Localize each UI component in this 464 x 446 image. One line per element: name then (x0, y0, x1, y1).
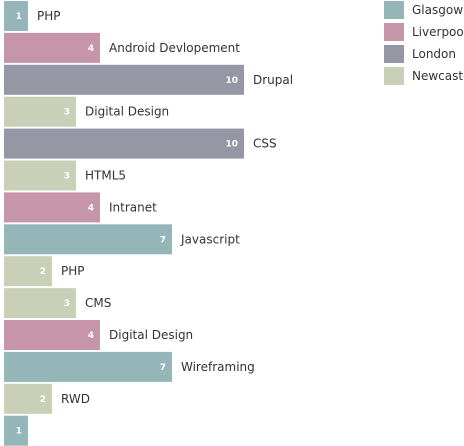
bar (4, 320, 100, 350)
bar-value-label: 1 (16, 427, 22, 437)
bar (4, 64, 244, 95)
bar-row: 3 Digital Design (4, 96, 169, 127)
bar (4, 96, 76, 127)
bar (4, 415, 28, 446)
bar-value-label: 4 (88, 331, 94, 341)
legend-item: Liverpool (384, 23, 464, 41)
bar-category-label: PHP (61, 264, 85, 278)
bar-row: 7 Wireframing (4, 351, 255, 382)
bar (4, 192, 100, 223)
legend-label: Liverpool (412, 25, 464, 39)
bar (4, 128, 244, 159)
bar-value-label: 7 (160, 235, 166, 245)
bar-category-label: Digital Design (85, 105, 169, 119)
bar-row: 3 CMS (4, 288, 111, 319)
bar-value-label: 2 (40, 267, 46, 277)
bar-category-label: Wireframing (181, 360, 255, 374)
bar-value-label: 10 (225, 140, 238, 150)
bar-row: 3 HTML5 (4, 160, 126, 191)
bars-group: 1 PHP 4 Android Devlopement 10 Drupal 3 Digital… (4, 1, 293, 446)
bar-value-label: 3 (64, 108, 70, 118)
bar-category-label: CMS (85, 296, 111, 310)
bar-value-label: 2 (40, 395, 46, 405)
bar-category-label: Intranet (109, 200, 157, 214)
bar-row: 1 (4, 415, 28, 446)
bar-row: 7 Javascript (4, 224, 240, 255)
legend-item: Newcaste (384, 67, 464, 85)
bar-value-label: 4 (88, 44, 94, 54)
legend: Glasgow Liverpool London Newcaste (384, 1, 464, 85)
bar-row: 4 Intranet (4, 192, 157, 223)
bar (4, 224, 172, 255)
bar-row: 2 PHP (4, 256, 85, 287)
bar-value-label: 1 (16, 12, 22, 22)
legend-label: Newcaste (412, 69, 464, 83)
bar-category-label: PHP (37, 9, 61, 23)
bar-category-label: HTML5 (85, 169, 126, 183)
legend-item: London (384, 45, 456, 63)
bar-value-label: 3 (64, 299, 70, 309)
legend-swatch (384, 1, 404, 19)
bar-row: 4 Android Devlopement (4, 32, 240, 63)
bar-category-label: RWD (61, 392, 90, 406)
legend-item: Glasgow (384, 1, 463, 19)
bar-value-label: 4 (88, 203, 94, 213)
bar-value-label: 10 (225, 76, 238, 86)
bar-category-label: Drupal (253, 73, 293, 87)
bar-row: 10 Drupal (4, 64, 293, 95)
bar-category-label: Android Devlopement (109, 41, 240, 55)
bar-value-label: 7 (160, 363, 166, 373)
bar (4, 32, 100, 63)
bar-row: 4 Digital Design (4, 320, 193, 350)
legend-label: Glasgow (412, 3, 463, 17)
bar-value-label: 3 (64, 172, 70, 182)
legend-swatch (384, 67, 404, 85)
legend-swatch (384, 45, 404, 63)
bar (4, 288, 76, 319)
bar-category-label: Digital Design (109, 328, 193, 342)
bar-row: 2 RWD (4, 383, 90, 414)
bar-row: 1 PHP (4, 1, 61, 31)
bar-row: 10 CSS (4, 128, 277, 159)
bar (4, 160, 76, 191)
bar (4, 351, 172, 382)
legend-swatch (384, 23, 404, 41)
bar (4, 383, 52, 414)
bar (4, 256, 52, 287)
legend-label: London (412, 47, 456, 61)
bar-category-label: CSS (253, 137, 277, 151)
bar (4, 1, 28, 31)
bar-category-label: Javascript (180, 232, 240, 246)
